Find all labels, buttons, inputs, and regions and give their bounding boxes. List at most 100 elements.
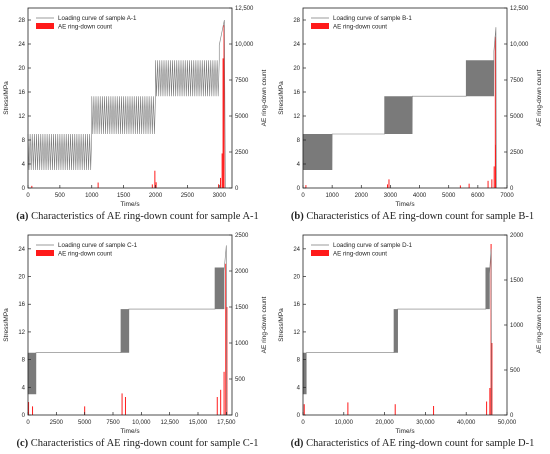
plot-frame: [302, 234, 508, 416]
x-tick-label: 4000: [413, 193, 427, 199]
x-tick-label: 15,000: [189, 420, 208, 426]
y2-tick-label: 0: [235, 413, 239, 419]
x-tick-label: 12,500: [160, 420, 179, 426]
x-tick-label: 2000: [149, 193, 163, 199]
y2-tick-label: 7500: [235, 78, 249, 84]
x-tick-label: 500: [55, 193, 66, 199]
x-tick-label: 2500: [50, 420, 64, 426]
y-tick-label: 20: [18, 66, 25, 72]
y-tick-label: 12: [293, 330, 300, 336]
caption-text: Characteristics of AE ring-down count fo…: [30, 438, 259, 449]
y2-tick-label: 2500: [510, 150, 524, 156]
y2-tick-label: 1500: [235, 305, 249, 311]
legend-bar-swatch: [36, 23, 54, 29]
y-tick-label: 12: [18, 114, 25, 120]
ae-bars: [31, 25, 225, 188]
x-tick-label: 5000: [442, 193, 456, 199]
ae-bars: [303, 244, 493, 415]
y-tick-label: 12: [18, 330, 25, 336]
stress-curve: [302, 248, 492, 416]
y-tick-label: 16: [18, 90, 25, 96]
y-tick-label: 16: [293, 90, 300, 96]
y2-axis-label: AE ring-down count: [261, 69, 268, 126]
y-tick-label: 4: [22, 162, 26, 168]
legend-bar-swatch: [36, 250, 54, 256]
y-tick-label: 8: [297, 358, 301, 364]
y-tick-label: 0: [297, 413, 301, 419]
legend-line-label: Loading curve of sample C-1: [58, 242, 138, 249]
y2-tick-label: 1500: [510, 278, 524, 284]
x-tick-label: 1000: [325, 193, 339, 199]
legend-bar-label: AE ring-down count: [333, 24, 387, 31]
y-tick-label: 0: [22, 186, 26, 192]
y-tick-label: 8: [297, 138, 301, 144]
y-tick-label: 20: [18, 275, 25, 281]
caption-a: (a) Characteristics of AE ring-down coun…: [0, 211, 275, 222]
caption-text: Characteristics of AE ring-down count fo…: [306, 211, 535, 222]
y2-tick-label: 0: [510, 186, 514, 192]
y2-tick-label: 10,000: [510, 42, 529, 48]
y2-tick-label: 500: [510, 368, 521, 374]
y2-tick-label: 10,000: [235, 42, 254, 48]
x-axis-label: Time/s: [120, 201, 140, 208]
legend: Loading curve of sample A-1 AE ring-down …: [36, 15, 137, 31]
chart-d: 0 10,000 20,000 30,000 40,000 50,000048121620…: [278, 233, 543, 435]
y-tick-label: 28: [293, 18, 300, 24]
y2-tick-label: 12,500: [235, 6, 254, 12]
x-tick-label: 7000: [500, 193, 514, 199]
y2-tick-label: 0: [235, 186, 239, 192]
ae-bars: [305, 36, 497, 188]
x-tick-label: 40,000: [457, 420, 476, 426]
caption-letter: (a): [16, 211, 29, 222]
x-tick-label: 10,000: [335, 420, 354, 426]
legend-line-label: Loading curve of sample A-1: [58, 15, 137, 22]
chart-c: 0 2500 5000 7500 10,000 12,500 15,000 17,500048…: [3, 233, 268, 435]
x-tick-label: 2000: [355, 193, 369, 199]
panel-b: 0 1000 2000 3000 4000 5000 6000 7000 0 4 8 12 16 20 24…: [275, 0, 550, 227]
x-tick-label: 10,000: [132, 420, 151, 426]
y2-tick-label: 2500: [235, 150, 249, 156]
x-axis-label: Time/s: [120, 428, 140, 435]
stress-curve: [27, 19, 226, 189]
legend-bar-label: AE ring-down count: [58, 251, 112, 258]
x-tick-label: 2500: [181, 193, 195, 199]
y-tick-label: 24: [18, 42, 25, 48]
y-axis-label: Stress/MPa: [3, 81, 10, 115]
legend-bar-label: AE ring-down count: [333, 251, 387, 258]
y2-tick-label: 5000: [510, 114, 524, 120]
x-tick-label: 5000: [78, 420, 92, 426]
x-tick-label: 1500: [117, 193, 131, 199]
panel-d: 0 10,000 20,000 30,000 40,000 50,000 0 4 8 12 16 20…: [275, 227, 550, 454]
y-tick-label: 16: [18, 302, 25, 308]
stress-curve: [302, 27, 497, 189]
y-axis-label: Stress/MPa: [3, 308, 10, 342]
y-tick-label: 24: [18, 247, 25, 253]
x-tick-label: 7500: [106, 420, 120, 426]
y-tick-label: 20: [293, 66, 300, 72]
caption-letter: (b): [290, 211, 304, 222]
legend-line-label: Loading curve of sample D-1: [333, 242, 413, 249]
y-tick-label: 8: [22, 138, 26, 144]
caption-text: Characteristics of AE ring-down count fo…: [306, 438, 535, 449]
y-tick-label: 12: [293, 114, 300, 120]
legend-bar-swatch: [311, 250, 329, 256]
y-tick-label: 8: [22, 358, 26, 364]
y-tick-label: 16: [293, 302, 300, 308]
y2-tick-label: 1000: [235, 341, 249, 347]
legend: Loading curve of sample B-1 AE ring-down …: [311, 15, 412, 31]
legend-line-label: Loading curve of sample B-1: [333, 15, 412, 22]
legend: Loading curve of sample C-1 AE ring-down …: [36, 242, 138, 258]
y2-tick-label: 2000: [235, 269, 249, 275]
y2-tick-label: 12,500: [510, 6, 529, 12]
y-tick-label: 24: [293, 247, 300, 253]
caption-letter: (d): [290, 438, 304, 449]
y-tick-label: 4: [297, 385, 301, 391]
y-tick-label: 0: [297, 186, 301, 192]
y2-tick-label: 2500: [235, 233, 249, 239]
x-tick-label: 50,000: [498, 420, 517, 426]
caption-text: Characteristics of AE ring-down count fo…: [31, 211, 259, 222]
y-tick-label: 0: [22, 413, 26, 419]
y2-tick-label: 500: [235, 377, 246, 383]
panel-c: 0 2500 5000 7500 10,000 12,500 15,000 17,500 0 4 8…: [0, 227, 275, 454]
y2-tick-label: 5000: [235, 114, 249, 120]
